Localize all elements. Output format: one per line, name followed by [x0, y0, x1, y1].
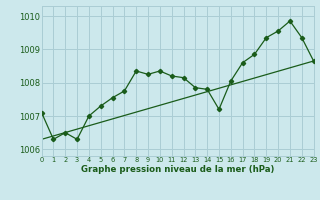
X-axis label: Graphe pression niveau de la mer (hPa): Graphe pression niveau de la mer (hPa): [81, 165, 274, 174]
